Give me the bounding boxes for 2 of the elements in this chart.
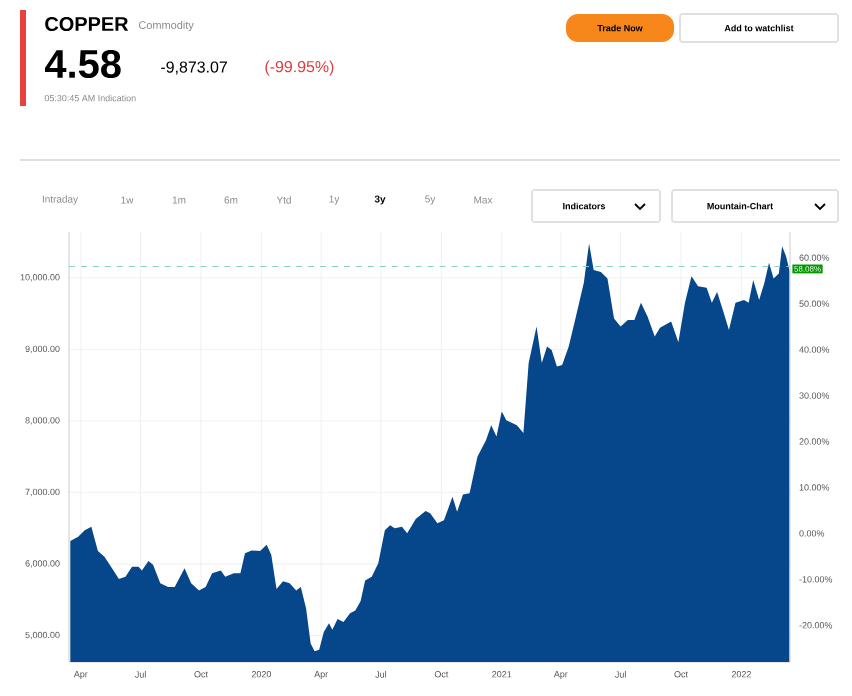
text: 4.58: [44, 49, 121, 79]
chart-title: COPPER: [45, 16, 129, 32]
